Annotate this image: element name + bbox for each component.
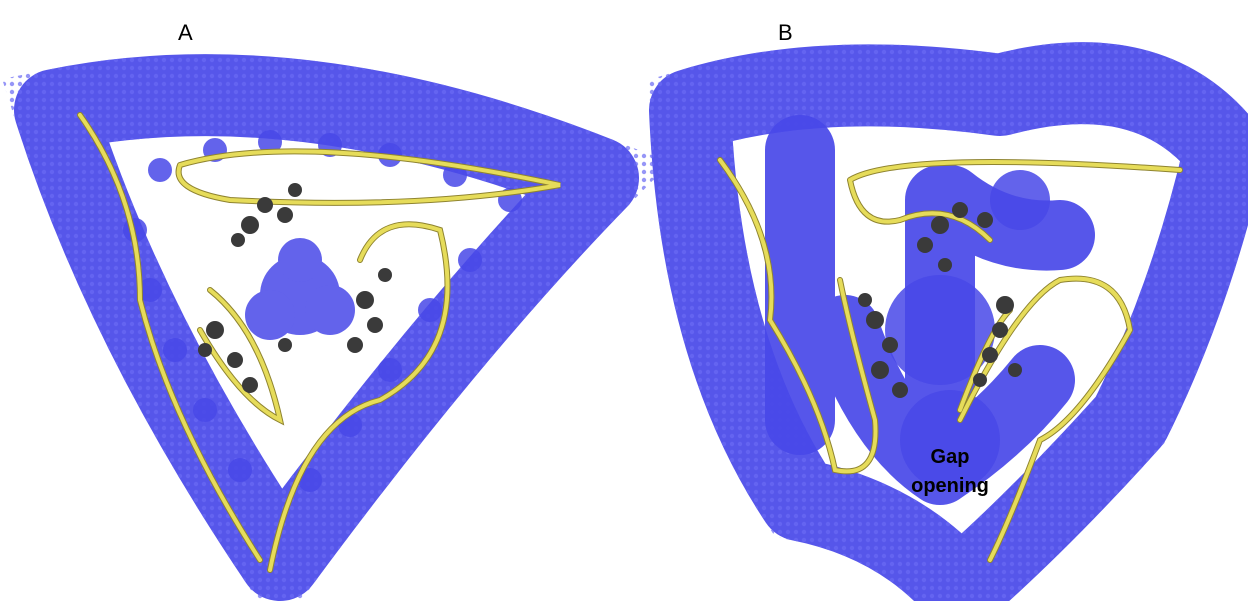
panel-a-structure (55, 95, 598, 570)
page: A B Gap opening (() => { const data = JS… (0, 0, 1248, 601)
annotation: Gap (931, 446, 970, 468)
figure: A B Gap opening (0, 0, 1248, 601)
annotation: opening (911, 475, 989, 497)
panel-b-structure (690, 83, 1225, 590)
panel-label: A (178, 20, 193, 45)
panel-label: B (778, 20, 793, 45)
